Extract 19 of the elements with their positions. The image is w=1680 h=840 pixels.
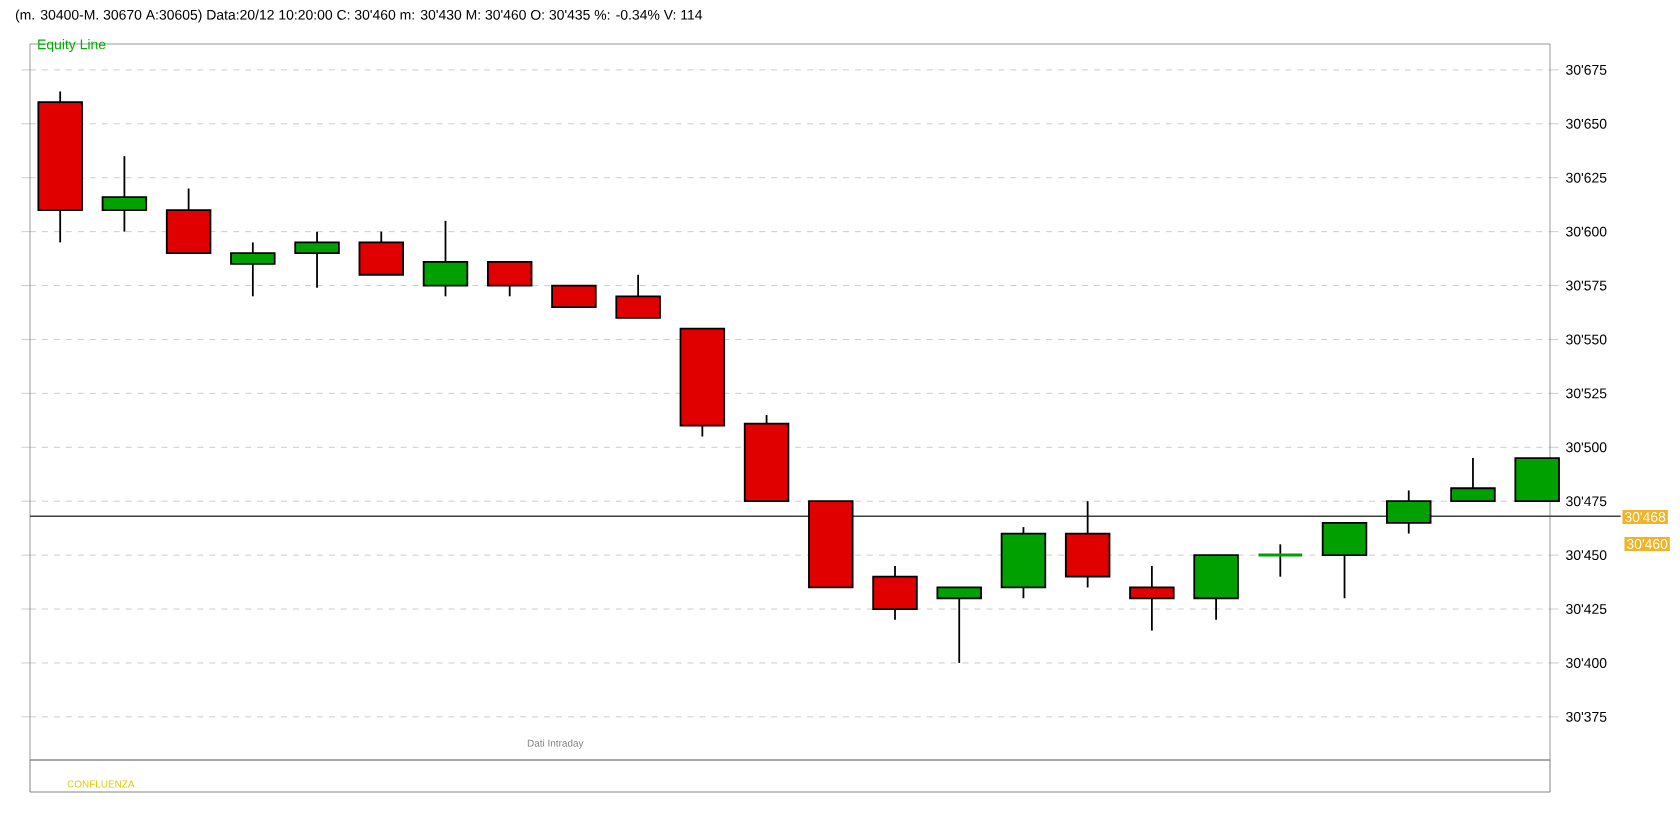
candlestick (1386, 489, 1432, 535)
candlestick (1514, 457, 1560, 503)
candlestick (872, 565, 918, 621)
candlestick (615, 273, 661, 319)
candlestick (1321, 521, 1368, 600)
candlestick (422, 219, 469, 298)
candlestick (486, 260, 533, 298)
candlestick (101, 155, 148, 233)
candlestick (165, 187, 212, 255)
candlestick (551, 284, 597, 308)
candlestick (1256, 543, 1304, 578)
candlestick (1193, 554, 1239, 621)
candlestick (294, 230, 340, 289)
candlestick (1450, 457, 1496, 503)
candlestick (1064, 500, 1111, 589)
candlestick (1129, 565, 1175, 632)
candlestick (936, 586, 982, 664)
candlestick (230, 241, 276, 298)
candlestick (358, 230, 404, 276)
